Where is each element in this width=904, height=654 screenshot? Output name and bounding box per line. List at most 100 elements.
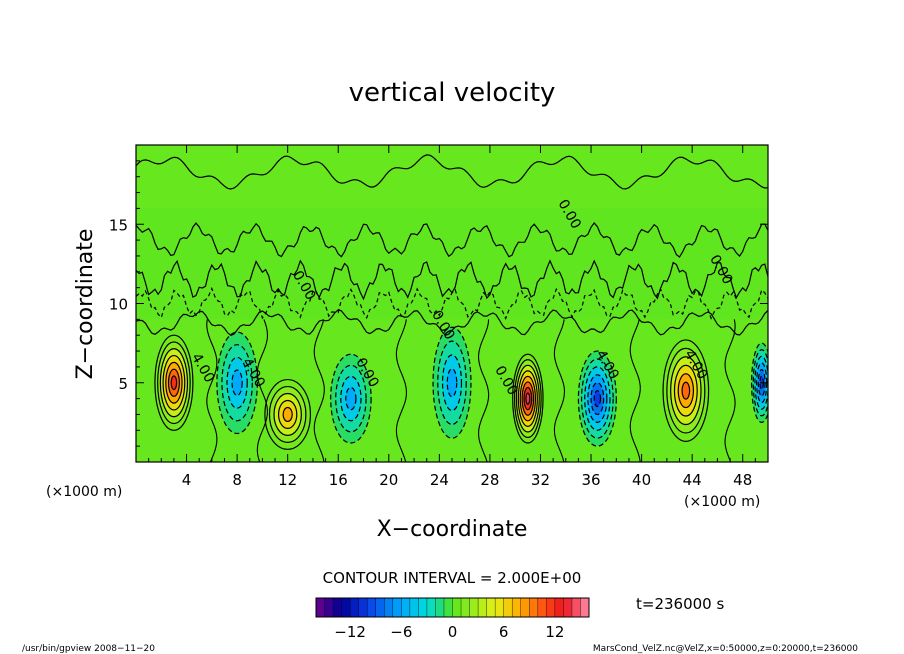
- colorbar: [315, 598, 590, 617]
- colorbar-swatch: [486, 598, 496, 617]
- contour-ring: [515, 364, 540, 433]
- contour-ring: [340, 375, 362, 422]
- heatmap-level: [594, 390, 601, 407]
- contour-ring: [330, 353, 372, 444]
- heatmap-level: [525, 393, 530, 405]
- contour-ring: [170, 375, 178, 391]
- contour-line-top: [136, 154, 768, 190]
- contour-ring: [273, 392, 302, 436]
- contour-interval-label: CONTOUR INTERVAL = 2.000E+00: [323, 569, 582, 587]
- time-label: t=236000 s: [636, 595, 724, 613]
- contour-ring: [517, 370, 538, 427]
- contour-ring: [593, 390, 602, 408]
- x-tick-label: 24: [430, 471, 449, 489]
- contour-ring: [523, 386, 533, 411]
- contour-ring: [666, 347, 706, 434]
- contour-ring: [437, 340, 467, 425]
- x-unit-label-left: (×1000 m): [46, 484, 122, 500]
- colorbar-swatch: [546, 598, 556, 617]
- heatmap-level: [171, 375, 177, 390]
- colorbar-swatch: [418, 598, 428, 617]
- colorbar-swatch: [452, 598, 462, 617]
- contour-ring: [754, 355, 768, 410]
- colorbar-swatch: [367, 598, 377, 617]
- contour-line-low: [136, 309, 768, 336]
- contour-ring: [521, 381, 535, 416]
- contour-line-zero: [478, 319, 490, 462]
- colorbar-swatch: [401, 598, 411, 617]
- contour-ring: [677, 373, 695, 409]
- colorbar-tick-label: −12: [334, 623, 366, 641]
- contour-ring: [154, 334, 194, 431]
- contour-ring: [268, 385, 307, 443]
- colorbar-swatch: [358, 598, 368, 617]
- colorbar-swatch: [563, 598, 573, 617]
- heatmap-cell: [330, 354, 372, 443]
- colorbar-swatch: [580, 598, 590, 617]
- heatmap-cell: [433, 327, 471, 439]
- contour-lines: [136, 154, 768, 462]
- contour-ring: [335, 364, 367, 433]
- contour-ring: [525, 392, 531, 405]
- x-tick-label: 40: [632, 471, 651, 489]
- contour-ring: [446, 368, 458, 398]
- colorbar-swatch: [503, 598, 513, 617]
- colorbar-swatch: [537, 598, 547, 617]
- x-tick-label: 44: [683, 471, 702, 489]
- colorbar-swatch: [426, 598, 436, 617]
- heatmap-level: [283, 407, 293, 422]
- colorbar-swatch: [392, 598, 402, 617]
- contour-ring: [282, 406, 293, 423]
- contour-ring: [577, 350, 617, 447]
- heatmap-cell: [216, 332, 258, 434]
- contour-line-zero: [206, 319, 218, 462]
- colorbar-tick-label: 12: [545, 623, 564, 641]
- contour-ring: [231, 369, 243, 397]
- colorbar-swatch: [469, 598, 479, 617]
- x-tick-label: 28: [480, 471, 499, 489]
- colorbar-tick-label: −6: [390, 623, 412, 641]
- contour-ring: [165, 361, 183, 404]
- contour-ring: [513, 359, 542, 439]
- heatmap-cell: [663, 339, 709, 442]
- contour-ring: [167, 368, 180, 397]
- colorbar-swatch: [375, 598, 385, 617]
- colorbar-frame: [315, 597, 590, 618]
- colorbar-swatch: [324, 598, 334, 617]
- x-tick-label: 20: [379, 471, 398, 489]
- contour-ring: [264, 378, 312, 450]
- x-unit-label-right: (×1000 m): [684, 494, 760, 510]
- footer-right: MarsCond_VelZ.nc@VelZ,x=0:50000,z=0:2000…: [593, 644, 858, 654]
- colorbar-swatch: [512, 598, 522, 617]
- colorbar-tick-label: 0: [448, 623, 458, 641]
- contour-line-zero: [629, 319, 641, 462]
- x-tick-label: 12: [278, 471, 297, 489]
- contour-ring: [750, 342, 768, 423]
- colorbar-swatch: [443, 598, 453, 617]
- colorbar-swatch: [341, 598, 351, 617]
- contour-ring: [162, 354, 186, 411]
- contour-ring: [584, 366, 611, 431]
- contour-ring: [277, 399, 298, 429]
- x-tick-label: 4: [182, 471, 192, 489]
- x-axis-ticks: 4 8 12 16 20 24 28 32 36 40 44 48: [148, 145, 756, 489]
- contour-ring: [441, 354, 463, 412]
- heatmap-field: [136, 145, 768, 462]
- contour-ring: [157, 341, 191, 425]
- contour-ring: [587, 374, 608, 423]
- heatmap-cell: [578, 351, 617, 447]
- colorbar-swatch: [478, 598, 488, 617]
- contour-line-zero: [553, 319, 566, 462]
- contour-line-upper: [136, 222, 768, 258]
- contour-ring: [590, 382, 605, 416]
- colorbar-ticks: −12 −6 0 6 12: [334, 623, 564, 641]
- y-axis-ticks: 5 10 15: [109, 160, 768, 447]
- contour-ring: [221, 344, 253, 422]
- colorbar-swatch: [461, 598, 471, 617]
- y-axis-label: Z−coordinate: [73, 229, 98, 380]
- contour-ring: [512, 353, 544, 444]
- x-tick-label: 32: [531, 471, 550, 489]
- x-tick-label: 16: [329, 471, 348, 489]
- contour-ring: [159, 348, 189, 418]
